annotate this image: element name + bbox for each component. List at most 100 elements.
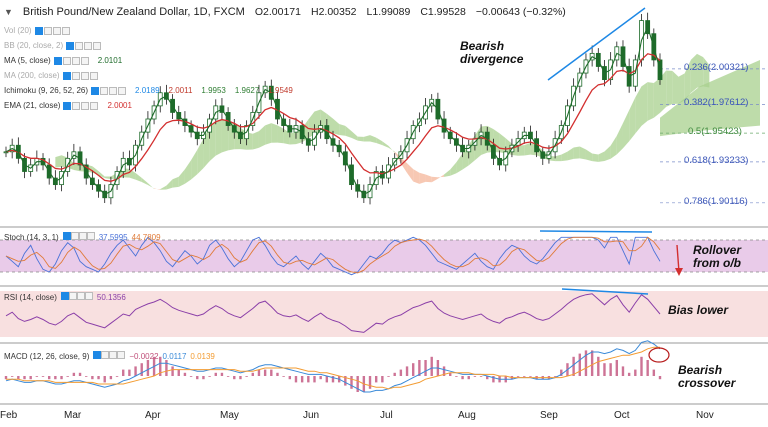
x-tick-label: Jun [303,410,320,421]
histogram-bar [627,372,631,376]
indicator-value: 1.9627 [234,86,260,95]
gear-icon[interactable] [72,101,81,110]
indicator-label: MA (200, close) [4,71,60,80]
cloud-segment [635,86,642,134]
histogram-bar [140,363,143,376]
histogram-bar [553,376,557,377]
close-icon[interactable] [80,71,89,80]
histogram-bar [461,376,464,380]
indicator-controls[interactable] [34,26,70,35]
eye-icon[interactable] [34,26,43,35]
indicator-controls[interactable] [66,41,102,50]
more-icon[interactable] [84,292,93,300]
close-icon[interactable] [78,232,87,240]
cloud-segment [357,136,364,142]
eye-icon[interactable] [63,101,72,110]
close-icon[interactable] [109,351,118,359]
cloud-segment [592,153,599,162]
indicator-controls[interactable] [63,101,99,110]
histogram-bar [233,376,236,380]
more-icon[interactable] [93,41,102,50]
macd-controls[interactable] [93,351,126,361]
indicator-row: BB (20, close, 2) [4,41,102,50]
cloud-segment [289,132,296,145]
more-icon[interactable] [80,56,89,65]
indicator-controls[interactable] [53,56,89,65]
cloud-segment [419,172,426,184]
histogram-bar [492,376,495,383]
histogram-bar [245,376,248,377]
cloud-segment [376,137,383,146]
eye-icon[interactable] [60,292,69,300]
histogram-bar [294,376,298,383]
histogram-bar [368,376,372,389]
close-icon[interactable] [52,26,61,35]
close-icon[interactable] [71,56,80,65]
rsi-label: RSI (14, close) [4,292,57,302]
rsi-band [0,291,768,337]
gear-icon[interactable] [68,292,77,300]
histogram-bar [78,372,82,376]
crossover-annotation: Bearish crossover [678,364,735,390]
rollover-arrow-head [675,268,683,276]
gear-icon[interactable] [101,351,110,359]
eye-icon[interactable] [62,71,71,80]
indicator-value: 2.0011 [168,86,193,95]
close-icon[interactable] [81,101,90,110]
indicator-controls[interactable] [62,71,98,80]
histogram-bar [467,376,470,380]
more-icon[interactable] [90,101,99,110]
histogram-bar [572,356,575,376]
bias-text: Bias lower [668,303,729,317]
indicator-controls[interactable] [91,86,127,95]
histogram-bar [257,369,261,376]
gear-icon[interactable] [70,232,79,240]
chevron-down-icon[interactable]: ▼ [4,7,13,17]
more-icon[interactable] [86,232,95,240]
histogram-bar [486,376,489,380]
histogram-bar [54,376,57,380]
hist-value: 0.0139 [190,351,215,361]
histogram-bar [300,376,304,383]
more-icon[interactable] [89,71,98,80]
more-icon[interactable] [61,26,70,35]
more-icon[interactable] [118,86,127,95]
indicator-label: BB (20, close, 2) [4,41,64,50]
close-icon[interactable] [109,86,118,95]
histogram-bar [97,376,100,380]
crossover-circle [648,347,670,363]
more-icon[interactable] [117,351,126,359]
rsi-controls[interactable] [60,292,93,302]
gear-icon[interactable] [100,86,109,95]
histogram-bar [91,376,94,380]
gear-icon[interactable] [71,71,80,80]
eye-icon[interactable] [93,351,102,359]
cloud-segment [407,163,414,182]
eye-icon[interactable] [91,86,100,95]
histogram-bar [634,369,637,376]
histogram-bar [66,376,69,377]
eye-icon[interactable] [53,56,62,65]
cloud-segment [555,154,562,162]
histogram-bar [109,376,113,380]
cloud-segment [400,157,408,173]
histogram-bar [325,376,329,383]
x-tick-label: Mar [64,410,82,421]
cloud-segment [641,82,648,126]
histogram-bar [239,376,242,380]
gear-icon[interactable] [62,56,71,65]
gear-icon[interactable] [43,26,52,35]
stoch-controls[interactable] [62,232,95,242]
eye-icon[interactable] [62,232,71,240]
close-icon[interactable] [84,41,93,50]
cloud-segment [518,145,525,156]
eye-icon[interactable] [66,41,75,50]
gear-icon[interactable] [75,41,84,50]
close-icon[interactable] [76,292,85,300]
cloud-segment [437,174,445,179]
histogram-bar [424,360,427,376]
indicator-row: Vol (20) [4,26,70,35]
histogram-bar [270,369,273,376]
indicator-value: 2.0189 [135,86,160,95]
